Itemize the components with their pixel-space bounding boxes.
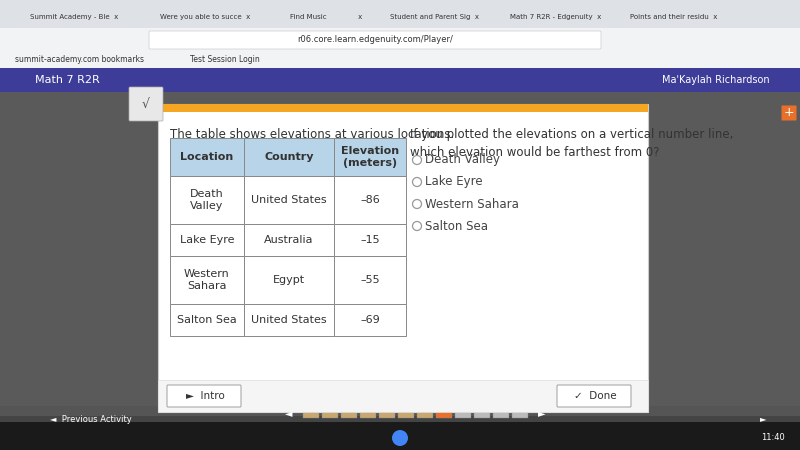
Text: Location: Location bbox=[180, 152, 234, 162]
Text: Salton Sea: Salton Sea bbox=[425, 220, 488, 233]
Bar bbox=[244, 256, 334, 304]
FancyBboxPatch shape bbox=[782, 105, 797, 121]
FancyBboxPatch shape bbox=[557, 385, 631, 407]
Text: Lake Eyre: Lake Eyre bbox=[180, 235, 234, 245]
FancyBboxPatch shape bbox=[129, 87, 163, 121]
Text: United States: United States bbox=[251, 195, 327, 205]
Bar bbox=[0, 406, 800, 420]
Text: Western Sahara: Western Sahara bbox=[425, 198, 519, 211]
Text: r06.core.learn.edgenuity.com/Player/: r06.core.learn.edgenuity.com/Player/ bbox=[297, 36, 453, 45]
Bar bbox=[0, 92, 800, 420]
Text: 11:40: 11:40 bbox=[762, 433, 785, 442]
Text: Ma'Kaylah Richardson: Ma'Kaylah Richardson bbox=[662, 75, 770, 85]
Text: Australia: Australia bbox=[264, 235, 314, 245]
Text: Student and Parent Sig  x: Student and Parent Sig x bbox=[390, 14, 479, 20]
Bar bbox=[341, 408, 357, 418]
Bar bbox=[454, 408, 470, 418]
Text: ►  Intro: ► Intro bbox=[186, 391, 224, 401]
Text: +: + bbox=[784, 107, 794, 120]
Text: Math 7 R2R - Edgenuity  x: Math 7 R2R - Edgenuity x bbox=[510, 14, 602, 20]
Bar bbox=[378, 408, 394, 418]
Bar bbox=[417, 408, 433, 418]
Text: Death
Valley: Death Valley bbox=[190, 189, 224, 211]
Text: Find Music              x: Find Music x bbox=[290, 14, 362, 20]
Bar bbox=[0, 50, 800, 68]
Text: Country: Country bbox=[264, 152, 314, 162]
Bar bbox=[511, 408, 527, 418]
Bar bbox=[0, 420, 800, 450]
Bar bbox=[493, 408, 509, 418]
Text: Salton Sea: Salton Sea bbox=[177, 315, 237, 325]
Text: Egypt: Egypt bbox=[273, 275, 305, 285]
Bar bbox=[302, 408, 318, 418]
Bar bbox=[398, 408, 414, 418]
Text: ►: ► bbox=[538, 408, 546, 418]
Bar bbox=[158, 380, 648, 412]
Text: –86: –86 bbox=[360, 195, 380, 205]
Bar bbox=[334, 256, 406, 304]
Text: Death Valley: Death Valley bbox=[425, 153, 500, 166]
Bar bbox=[170, 224, 244, 256]
FancyBboxPatch shape bbox=[149, 31, 601, 49]
Bar bbox=[322, 408, 338, 418]
Bar bbox=[158, 104, 648, 112]
Text: summit-academy.com bookmarks: summit-academy.com bookmarks bbox=[15, 54, 144, 63]
Bar bbox=[334, 224, 406, 256]
Bar bbox=[244, 304, 334, 336]
Text: –69: –69 bbox=[360, 315, 380, 325]
Bar bbox=[244, 138, 334, 176]
Bar bbox=[170, 176, 244, 224]
Text: Western
Sahara: Western Sahara bbox=[184, 269, 230, 291]
Bar bbox=[334, 304, 406, 336]
Bar bbox=[0, 28, 800, 50]
Bar bbox=[359, 408, 375, 418]
Bar bbox=[474, 408, 490, 418]
FancyBboxPatch shape bbox=[158, 104, 648, 412]
Bar bbox=[435, 408, 451, 418]
Bar bbox=[170, 304, 244, 336]
Text: ✓  Done: ✓ Done bbox=[574, 391, 616, 401]
Circle shape bbox=[413, 177, 422, 186]
Circle shape bbox=[413, 156, 422, 165]
Text: ►: ► bbox=[760, 414, 766, 423]
Bar bbox=[334, 138, 406, 176]
Circle shape bbox=[413, 199, 422, 208]
Circle shape bbox=[413, 221, 422, 230]
Bar bbox=[244, 224, 334, 256]
Text: –55: –55 bbox=[360, 275, 380, 285]
Text: Points and their residu  x: Points and their residu x bbox=[630, 14, 718, 20]
Bar bbox=[0, 416, 800, 422]
Bar bbox=[0, 68, 800, 92]
Text: ◄: ◄ bbox=[285, 408, 292, 418]
Text: The table shows elevations at various locations.: The table shows elevations at various lo… bbox=[170, 128, 454, 141]
Text: Summit Academy - Ble  x: Summit Academy - Ble x bbox=[30, 14, 118, 20]
Text: Lake Eyre: Lake Eyre bbox=[425, 176, 482, 189]
Text: –15: –15 bbox=[360, 235, 380, 245]
Bar bbox=[244, 176, 334, 224]
Circle shape bbox=[392, 430, 408, 446]
Bar bbox=[170, 138, 244, 176]
Bar bbox=[334, 176, 406, 224]
Text: ◄  Previous Activity: ◄ Previous Activity bbox=[50, 414, 132, 423]
Text: Math 7 R2R: Math 7 R2R bbox=[35, 75, 100, 85]
Bar bbox=[170, 256, 244, 304]
Text: √: √ bbox=[142, 98, 150, 111]
Text: Test Session Login: Test Session Login bbox=[190, 54, 260, 63]
Text: United States: United States bbox=[251, 315, 327, 325]
Text: If you plotted the elevations on a vertical number line,
which elevation would b: If you plotted the elevations on a verti… bbox=[410, 128, 734, 159]
Text: Were you able to succe  x: Were you able to succe x bbox=[160, 14, 250, 20]
FancyBboxPatch shape bbox=[167, 385, 241, 407]
Text: Elevation
(meters): Elevation (meters) bbox=[341, 146, 399, 168]
Bar bbox=[0, 0, 800, 28]
